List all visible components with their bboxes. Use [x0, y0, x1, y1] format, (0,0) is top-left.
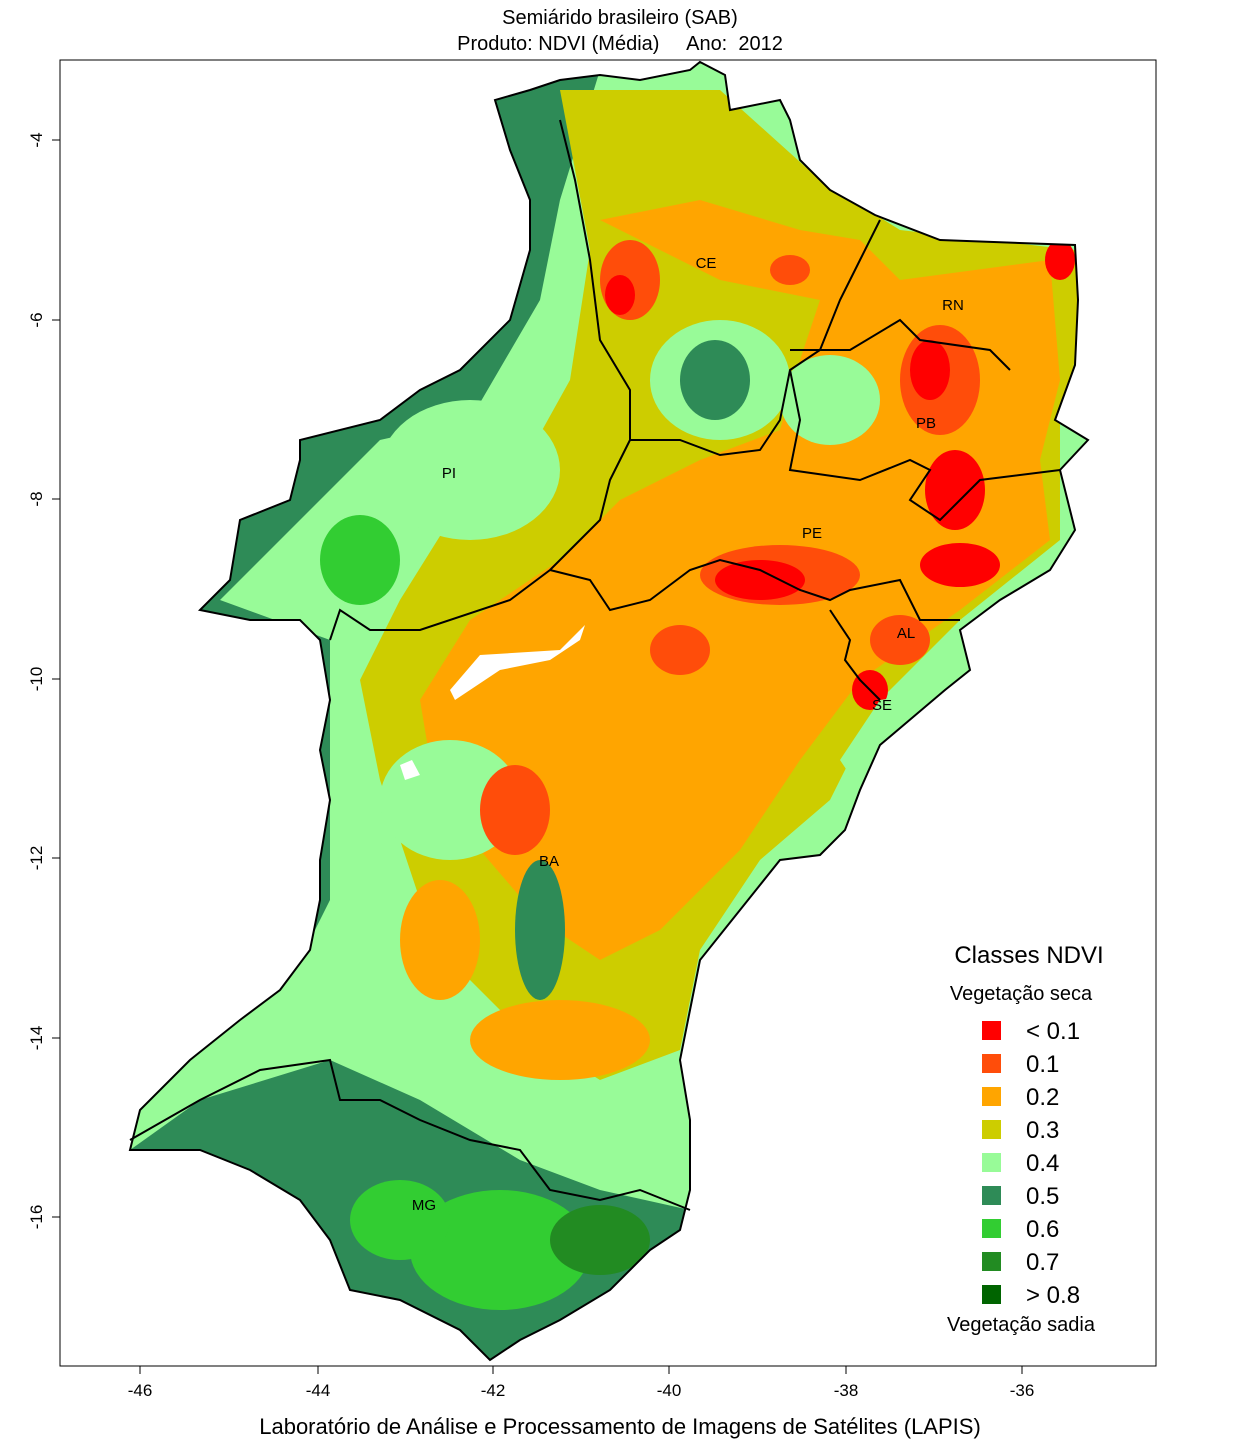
- legend-swatch: [982, 1186, 1001, 1205]
- legend-item-label: < 0.1: [1026, 1018, 1080, 1045]
- legend-item-label: 0.7: [1026, 1249, 1059, 1276]
- x-tick-label: -40: [657, 1381, 682, 1400]
- state-label-pb: PB: [916, 415, 936, 432]
- x-tick-label: -46: [128, 1381, 153, 1400]
- legend-item-label: 0.3: [1026, 1117, 1059, 1144]
- legend-swatch: [982, 1087, 1001, 1106]
- y-tick-label: -14: [27, 1026, 46, 1051]
- state-label-rn: RN: [942, 297, 964, 314]
- y-tick-label: -4: [27, 132, 46, 147]
- state-label-mg: MG: [412, 1197, 436, 1214]
- legend-swatch: [982, 1054, 1001, 1073]
- y-tick-label: -12: [27, 846, 46, 871]
- y-axis: -4 -6 -8 -10 -12 -14 -16: [27, 132, 60, 1229]
- state-label-se: SE: [872, 697, 892, 714]
- x-tick-label: -38: [834, 1381, 859, 1400]
- y-tick-label: -16: [27, 1205, 46, 1230]
- legend-swatch: [982, 1021, 1001, 1040]
- legend-item-label: > 0.8: [1026, 1282, 1080, 1309]
- x-tick-label: -42: [481, 1381, 506, 1400]
- legend: Classes NDVI Vegetação seca < 0.1 0.1 0.2 0…: [947, 942, 1104, 1336]
- state-label-pe: PE: [802, 525, 822, 542]
- x-tick-label: -36: [1010, 1381, 1035, 1400]
- legend-top-label: Vegetação seca: [950, 983, 1093, 1005]
- x-tick-label: -44: [306, 1381, 331, 1400]
- region-outline: [128, 60, 1090, 1362]
- legend-item-label: 0.6: [1026, 1216, 1059, 1243]
- legend-swatch: [982, 1153, 1001, 1172]
- plot-frame: [59, 59, 1157, 1367]
- y-tick-label: -6: [27, 312, 46, 327]
- map-title: Semiárido brasileiro (SAB): [502, 7, 738, 29]
- state-label-ba: BA: [539, 853, 559, 870]
- footer-credit: Laboratório de Análise e Processamento d…: [259, 1414, 981, 1439]
- legend-item-label: 0.1: [1026, 1051, 1059, 1078]
- legend-swatch: [982, 1120, 1001, 1139]
- legend-swatch: [982, 1252, 1001, 1271]
- state-borders: [129, 119, 1061, 1211]
- map-subtitle: Produto: NDVI (Média) Ano: 2012: [457, 33, 783, 55]
- x-axis: -46 -44 -42 -40 -38 -36: [128, 1366, 1035, 1400]
- legend-item-label: 0.2: [1026, 1084, 1059, 1111]
- legend-title: Classes NDVI: [954, 942, 1103, 969]
- state-label-pi: PI: [442, 465, 456, 482]
- legend-bottom-label: Vegetação sadia: [947, 1314, 1096, 1336]
- y-tick-label: -8: [27, 491, 46, 506]
- legend-item-label: 0.4: [1026, 1150, 1059, 1177]
- state-label-ce: CE: [696, 255, 717, 272]
- state-label-al: AL: [897, 625, 915, 642]
- y-tick-label: -10: [27, 667, 46, 692]
- legend-swatch: [982, 1219, 1001, 1238]
- legend-item-label: 0.5: [1026, 1183, 1059, 1210]
- legend-swatch: [982, 1285, 1001, 1304]
